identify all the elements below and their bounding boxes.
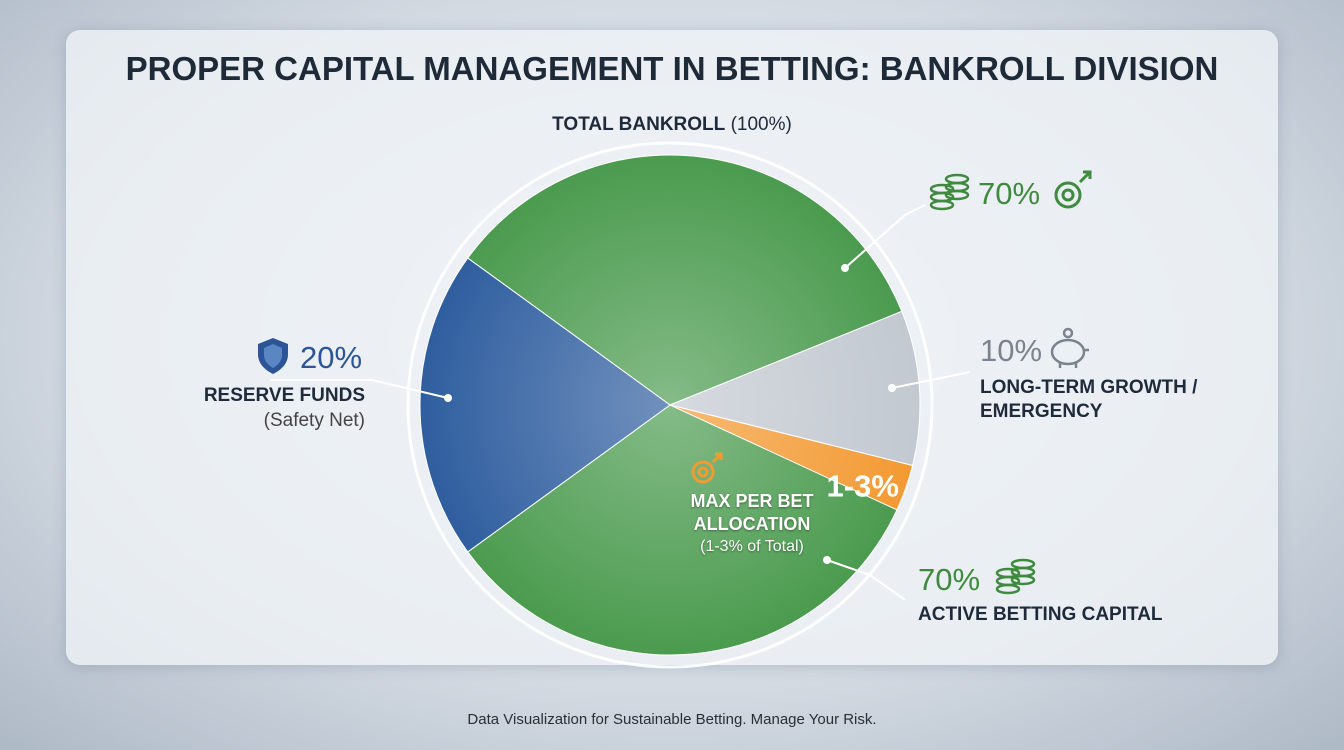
value-label: 70%	[978, 176, 1041, 211]
total-label: (100%)	[730, 114, 792, 135]
category-label: ACTIVE BETTING CAPITAL	[918, 604, 1163, 625]
leader-line	[270, 379, 449, 399]
category-label: RESERVE FUNDS	[203, 385, 365, 406]
chart-title: PROPER CAPITAL MANAGEMENT IN BETTING: BA…	[125, 50, 1219, 87]
value-label: 70%	[918, 562, 981, 597]
subtitle: TOTAL BANKROLL	[552, 114, 726, 135]
coins-icon	[995, 558, 1036, 595]
outer-ring	[406, 141, 934, 669]
piggy-icon	[1050, 327, 1089, 368]
highlight-label: 1-3%	[827, 469, 899, 504]
category-label: LONG-TERM GROWTH / EMERGENCY	[980, 377, 1198, 422]
leaders	[270, 204, 971, 601]
leader-dot	[841, 264, 849, 272]
reserve-note: (Safety Net)	[263, 410, 365, 431]
leader-line	[844, 204, 926, 269]
leader-dot	[823, 556, 831, 564]
leader-dots	[444, 264, 896, 564]
leader-dot	[888, 384, 896, 392]
value-label: 20%	[300, 340, 363, 375]
chip-icon	[1054, 170, 1092, 209]
coins-icon	[929, 173, 970, 211]
leader-dot	[444, 394, 452, 402]
value-label: 10%	[980, 333, 1043, 368]
total-heading: TOTAL BANKROLL (100%)	[0, 114, 1344, 136]
shield-icon	[258, 338, 288, 374]
footer: Data Visualization for Sustainable Betti…	[467, 711, 877, 728]
highlight-title: MAX PER BET ALLOCATION	[690, 491, 814, 534]
highlight-note: (1-3% of Total)	[700, 538, 804, 555]
leader-line	[826, 559, 906, 601]
chip-icon	[691, 452, 723, 484]
leader-line	[891, 371, 971, 389]
pie	[419, 154, 921, 656]
